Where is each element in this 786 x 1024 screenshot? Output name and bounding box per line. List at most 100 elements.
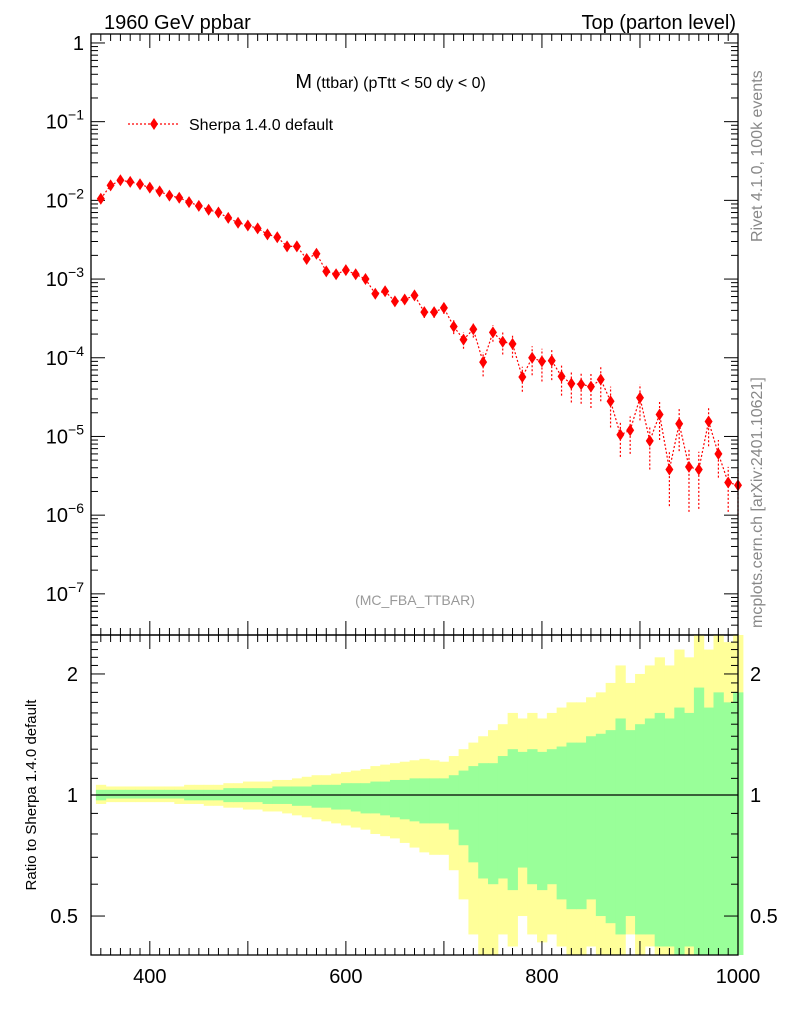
data-point — [381, 285, 390, 298]
data-point — [116, 174, 125, 187]
green-band-bin — [350, 783, 362, 812]
green-band-bin — [605, 730, 616, 924]
green-band-bin — [291, 786, 303, 806]
data-point — [675, 417, 684, 430]
green-band-bin — [115, 789, 126, 799]
ratio-plot-panel: 0.5 0.5 1 1 2 2 400 600 800 1000 Ratio to Sherpa… — [23, 634, 778, 988]
data-point — [655, 408, 664, 421]
data-point — [322, 265, 331, 278]
green-band-bin — [311, 784, 322, 808]
green-band-bin — [389, 779, 401, 818]
green-band-bin — [595, 733, 607, 917]
data-point — [449, 320, 458, 333]
data-point — [616, 428, 625, 441]
green-band-bin — [537, 751, 548, 891]
data-point — [577, 378, 586, 391]
header-right-label: Top (parton level) — [581, 12, 736, 34]
green-band-bin — [380, 781, 391, 816]
data-point — [312, 247, 321, 260]
data-point — [292, 240, 301, 253]
legend-marker — [150, 118, 158, 130]
data-point — [557, 370, 566, 383]
main-y-tick-label: 10−3 — [46, 264, 84, 291]
green-band-bin — [144, 789, 156, 799]
ratio-bands — [95, 635, 744, 955]
data-point — [704, 415, 713, 428]
green-band-bin — [458, 770, 469, 846]
data-point — [469, 323, 478, 336]
green-band-bin — [448, 775, 460, 830]
data-point — [724, 476, 733, 489]
green-band-bin — [654, 712, 665, 947]
green-band-bin — [576, 742, 587, 910]
x-tick-label: 1000 — [716, 966, 761, 988]
data-point — [479, 356, 488, 369]
data-point — [175, 191, 184, 204]
x-tick-label: 800 — [525, 966, 558, 988]
main-y-tick-label: 10−1 — [46, 107, 84, 134]
green-band-bin — [429, 778, 440, 824]
main-plot-panel: 1 10−1 10−2 10−3 10−4 10−5 10−6 10−7 M (ttbar) … — [46, 33, 742, 636]
green-band-bin — [723, 702, 734, 955]
data-point — [214, 206, 223, 219]
green-band-bin — [262, 788, 273, 804]
green-band-bin — [674, 707, 685, 955]
ratio-y-tick-label: 1 — [67, 785, 78, 807]
data-point — [537, 355, 546, 368]
green-band-bin — [478, 763, 489, 879]
data-point — [694, 463, 703, 476]
data-point — [714, 447, 723, 460]
main-y-tick-labels: 1 10−1 10−2 10−3 10−4 10−5 10−6 10−7 — [46, 33, 84, 606]
green-band-bin — [615, 718, 626, 935]
mcplots-label: mcplots.cern.ch [arXiv:2401.10621] — [749, 377, 766, 628]
data-point — [145, 181, 154, 194]
data-point — [351, 268, 360, 281]
green-band-bin — [527, 749, 538, 885]
green-band-bin — [164, 789, 175, 799]
rivet-label: Rivet 4.1.0, 100k events — [749, 70, 766, 242]
data-point — [224, 211, 233, 224]
green-band-bin — [301, 786, 313, 806]
data-point — [253, 222, 262, 235]
data-point — [684, 460, 693, 473]
data-point — [430, 306, 439, 319]
green-band-bin — [713, 692, 724, 955]
green-band-bin — [399, 779, 411, 820]
main-y-tick-label: 10−2 — [46, 185, 84, 212]
data-point — [283, 240, 292, 253]
data-point — [106, 179, 115, 192]
data-point — [567, 377, 576, 390]
data-point — [459, 333, 468, 346]
ratio-y-tick-label-right: 2 — [750, 664, 761, 686]
green-band-bin — [439, 778, 450, 824]
data-point — [488, 326, 497, 339]
data-point — [547, 354, 556, 367]
ratio-y-axis-label: Ratio to Sherpa 1.4.0 default — [23, 699, 40, 891]
data-point — [498, 335, 507, 348]
main-y-tick-label: 10−7 — [46, 579, 84, 606]
data-point — [332, 268, 341, 281]
data-point — [243, 219, 252, 232]
green-band-bin — [125, 789, 136, 799]
header-left-label: 1960 GeV ppbar — [104, 12, 251, 34]
data-point — [185, 196, 194, 209]
green-band-bin — [360, 783, 371, 814]
ratio-tick-marks — [91, 635, 739, 955]
ratio-y-tick-label-right: 1 — [750, 785, 761, 807]
main-y-tick-label: 10−4 — [46, 343, 84, 370]
data-point — [665, 463, 674, 476]
data-point — [390, 295, 399, 308]
plot-title-main: M — [295, 71, 312, 93]
data-point — [136, 178, 145, 191]
green-band-bin — [497, 756, 509, 879]
ratio-plot-frame — [90, 634, 739, 956]
green-band-bin — [664, 718, 675, 947]
green-band-bin — [105, 789, 117, 799]
main-y-tick-label: 10−5 — [46, 421, 84, 448]
data-point — [96, 192, 105, 205]
data-point — [361, 273, 370, 286]
green-band-bin — [507, 749, 518, 891]
green-band-bin — [409, 778, 420, 822]
x-tick-label: 600 — [329, 966, 362, 988]
legend: Sherpa 1.4.0 default — [128, 117, 334, 134]
